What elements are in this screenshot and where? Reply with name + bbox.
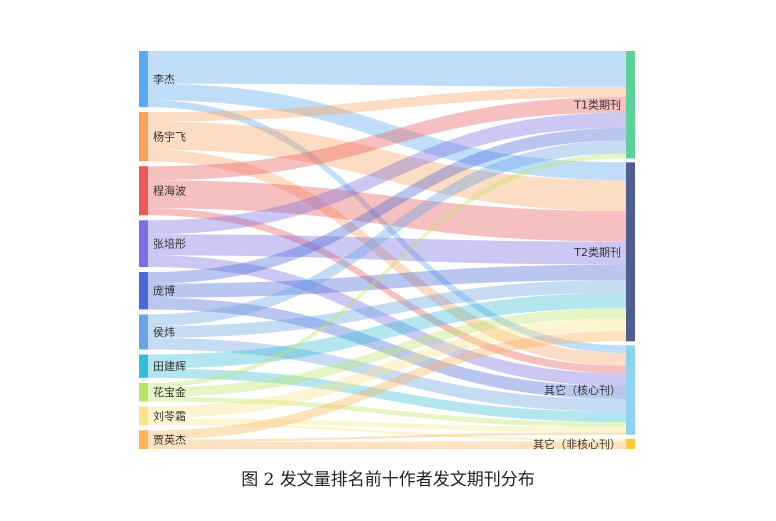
sankey-link	[148, 279, 626, 338]
source-node	[139, 354, 148, 378]
nodes-layer	[139, 51, 635, 449]
sankey-link	[148, 180, 626, 242]
sankey-link	[148, 149, 626, 366]
sankey-link	[148, 208, 626, 374]
target-node-label: T1类期刊	[573, 98, 621, 112]
source-node-label: 贾英杰	[153, 433, 186, 447]
source-node	[139, 314, 148, 350]
source-node	[139, 220, 148, 268]
sankey-link	[148, 83, 626, 181]
source-node	[139, 51, 148, 108]
figure-caption: 图 2 发文量排名前十作者发文期刊分布	[241, 470, 535, 490]
sankey-link	[148, 264, 626, 298]
sankey-link	[148, 331, 626, 440]
sankey-link	[148, 255, 626, 387]
sankey-link	[148, 51, 626, 87]
sankey-link	[148, 86, 626, 122]
sankey-link	[148, 441, 626, 449]
source-node	[139, 112, 148, 162]
sankey-link	[148, 432, 626, 442]
sankey-link	[148, 368, 626, 422]
source-node-label: 张培彤	[153, 237, 186, 251]
target-node-label: 其它（核心刊）	[544, 383, 621, 397]
source-node	[139, 272, 148, 310]
source-node-label: 侯炜	[153, 325, 175, 339]
sankey-link	[148, 234, 626, 265]
source-node-label: 花宝金	[153, 385, 186, 399]
target-node-label: 其它（非核心刊）	[533, 437, 621, 451]
target-node	[626, 51, 635, 159]
sankey-link	[148, 100, 626, 353]
sankey-link	[148, 308, 626, 397]
target-node	[626, 438, 635, 449]
source-node	[139, 406, 148, 426]
source-node-label: 李杰	[153, 72, 175, 86]
source-node-label: 田建辉	[153, 359, 186, 373]
sankey-link	[148, 127, 626, 284]
links-layer	[148, 51, 626, 449]
source-node-label: 庞博	[153, 284, 175, 298]
source-node-label: 刘苓霜	[153, 409, 186, 423]
sankey-link	[148, 97, 626, 181]
source-node	[139, 430, 148, 449]
sankey-link	[148, 140, 626, 327]
target-node-label: T2类期刊	[573, 245, 621, 259]
sankey-link	[148, 121, 626, 211]
sankey-link	[148, 112, 626, 235]
sankey-link	[148, 318, 626, 419]
target-node	[626, 345, 635, 435]
sankey-link	[148, 418, 626, 433]
sankey-link	[148, 422, 626, 442]
target-node	[626, 162, 635, 342]
sankey-link	[148, 396, 626, 428]
sankey-link	[148, 297, 626, 399]
source-node-label: 程海波	[153, 184, 186, 198]
source-node	[139, 166, 148, 216]
source-node-label: 杨宇飞	[153, 130, 186, 144]
sankey-link	[148, 337, 626, 412]
source-node	[139, 382, 148, 402]
sankey-link	[148, 153, 626, 388]
sankey-link	[148, 292, 626, 369]
